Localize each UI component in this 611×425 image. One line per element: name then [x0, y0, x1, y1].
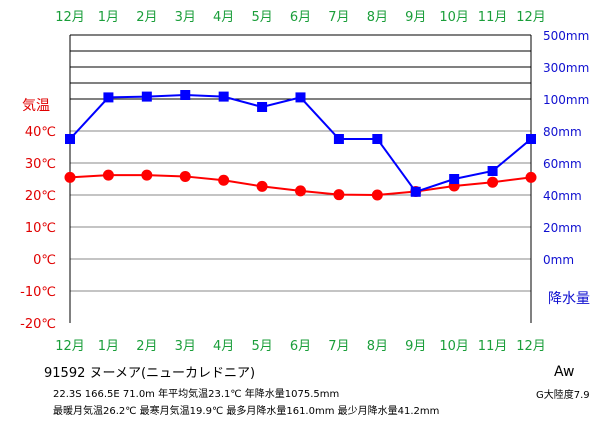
precipitation-tick-label: 80mm	[543, 125, 582, 139]
precipitation-tick-label: 40mm	[543, 189, 582, 203]
temperature-point	[333, 189, 345, 201]
month-label-bottom: 1月	[98, 339, 119, 354]
precipitation-point	[449, 174, 460, 184]
precipitation-line	[69, 93, 532, 193]
precipitation-axis-title: 降水量	[548, 291, 590, 307]
month-label-top: 9月	[405, 10, 426, 25]
precipitation-point	[295, 92, 306, 103]
month-label-top: 5月	[251, 10, 272, 25]
month-label-top: 4月	[213, 10, 234, 25]
precipitation-tick-label: 0mm	[543, 253, 574, 267]
precipitation-point	[218, 91, 229, 102]
month-label-bottom: 2月	[136, 339, 157, 354]
temperature-tick-labels: 40℃ 30℃ 20℃ 10℃ 0℃ -10℃ -20℃	[20, 125, 56, 332]
temperature-tick-label: 0℃	[33, 253, 56, 268]
month-label-bottom: 12月	[516, 339, 546, 354]
temperature-tick-label: 30℃	[25, 157, 56, 172]
month-label-bottom: 5月	[251, 339, 272, 354]
temperature-point	[256, 180, 268, 192]
month-label-top: 6月	[290, 10, 311, 25]
temperature-tick-label: -20℃	[20, 317, 56, 332]
temperature-axis-title: 気温	[22, 98, 50, 114]
month-label-top: 1月	[98, 10, 119, 25]
month-label-top: 8月	[367, 10, 388, 25]
station-info-line-1: 22.3S 166.5E 71.0m 年平均気温23.1℃ 年降水量1075.5…	[53, 389, 340, 400]
precipitation-tick-labels: 500mm 300mm 100mm 80mm 60mm 40mm 20mm 0mm	[543, 29, 589, 267]
precipitation-tick-label: 20mm	[543, 221, 582, 235]
data-series	[64, 90, 537, 201]
precipitation-point	[257, 102, 268, 112]
precipitation-point	[487, 166, 498, 176]
month-label-top: 12月	[516, 10, 546, 25]
month-label-bottom: 4月	[213, 339, 234, 354]
month-label-bottom: 8月	[367, 339, 388, 354]
temperature-point	[371, 189, 383, 201]
precipitation-tick-label: 60mm	[543, 157, 582, 171]
month-label-top: 11月	[478, 10, 508, 25]
precipitation-point	[333, 134, 344, 144]
plot-frame	[69, 34, 532, 323]
continentality: G大陸度7.9	[536, 390, 590, 401]
temperature-point	[525, 171, 537, 183]
month-label-bottom: 10月	[439, 339, 469, 354]
month-label-top: 10月	[439, 10, 469, 25]
temperature-point	[179, 170, 191, 182]
month-label-top: 3月	[175, 10, 196, 25]
grid-lines	[70, 50, 531, 292]
temperature-point	[141, 169, 153, 181]
temperature-point	[487, 176, 499, 188]
month-label-bottom: 12月	[55, 339, 85, 354]
precipitation-tick-label: 100mm	[543, 93, 589, 107]
climate-code: Aw	[554, 364, 575, 380]
temperature-point	[295, 185, 306, 197]
precipitation-point	[526, 134, 536, 144]
month-label-bottom: 6月	[290, 339, 311, 354]
month-label-bottom: 3月	[175, 339, 196, 354]
temperature-tick-label: 40℃	[25, 125, 56, 140]
month-label-bottom: 9月	[405, 339, 426, 354]
precipitation-point	[372, 134, 383, 144]
station-id-name: 91592 ヌーメア(ニューカレドニア)	[44, 366, 256, 381]
precipitation-point	[103, 92, 114, 103]
precipitation-point	[180, 90, 191, 100]
month-label-bottom: 7月	[328, 339, 349, 354]
precipitation-point	[65, 134, 75, 144]
month-labels-top: 12月 1月 2月 3月 4月 5月 6月 7月 8月 9月 10月 11月 12月	[55, 10, 546, 25]
month-label-top: 7月	[328, 10, 349, 25]
temperature-point	[64, 171, 76, 183]
station-info-line-2: 最暖月気温26.2℃ 最寒月気温19.9℃ 最多月降水量161.0mm 最少月降…	[53, 406, 440, 417]
temperature-tick-label: 20℃	[25, 189, 56, 204]
temperature-point	[218, 174, 230, 186]
precipitation-point	[141, 91, 152, 102]
precipitation-tick-label: 500mm	[543, 29, 589, 43]
month-label-top: 12月	[55, 10, 85, 25]
temperature-tick-label: -10℃	[20, 285, 56, 300]
month-label-top: 2月	[136, 10, 157, 25]
month-label-bottom: 11月	[478, 339, 508, 354]
temperature-point	[102, 169, 114, 181]
precipitation-tick-label: 300mm	[543, 61, 589, 75]
temperature-tick-label: 10℃	[25, 221, 56, 236]
month-labels-bottom: 12月 1月 2月 3月 4月 5月 6月 7月 8月 9月 10月 11月 12月	[55, 339, 546, 354]
precipitation-point	[410, 186, 421, 197]
